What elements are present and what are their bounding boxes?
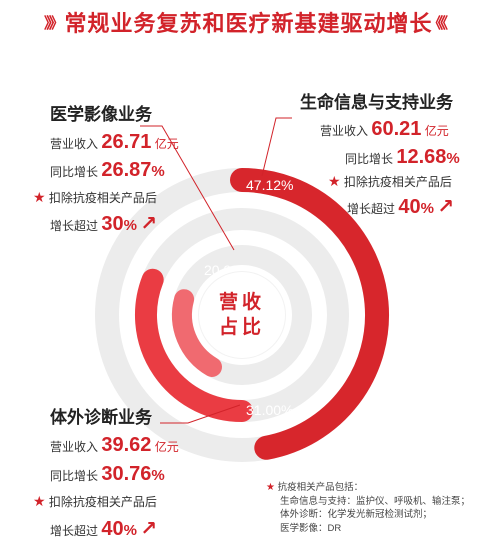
arc-label-life-support: 47.12% bbox=[246, 177, 294, 193]
revenue-unit: 亿元 bbox=[154, 137, 179, 151]
growth-unit: % bbox=[151, 467, 165, 484]
leader-line bbox=[160, 404, 241, 424]
excl-value: 40 bbox=[101, 518, 124, 540]
excl-row: ★ 扣除抗疫相关产品后 bbox=[33, 189, 157, 206]
growth-label: 同比增长 bbox=[50, 469, 99, 483]
growth-row: 同比增长 30.76% bbox=[50, 463, 165, 486]
center-label-line1: 营收 bbox=[218, 292, 265, 313]
revenue-value: 26.71 bbox=[101, 131, 152, 153]
up-arrow-icon: ↗ bbox=[437, 196, 455, 218]
star-icon: ★ bbox=[33, 493, 46, 509]
excl-label: 扣除抗疫相关产品后 bbox=[343, 175, 452, 189]
arc-label-ivd: 31.00% bbox=[246, 402, 294, 418]
growth-row: 同比增长 12.68% bbox=[345, 146, 460, 169]
revenue-label: 营业收入 bbox=[50, 440, 99, 454]
segment-title: 生命信息与支持业务 bbox=[300, 93, 453, 112]
excl-value-row: 增长超过 40% ↗ bbox=[347, 194, 454, 219]
revenue-row: 营业收入 60.21 亿元 bbox=[320, 118, 449, 141]
up-arrow-icon: ↗ bbox=[140, 213, 158, 235]
growth-row: 同比增长 26.87% bbox=[50, 159, 165, 182]
growth-label: 同比增长 bbox=[50, 165, 99, 179]
arc-series bbox=[135, 168, 389, 460]
growth-value: 12.68 bbox=[396, 146, 447, 168]
growth-unit: % bbox=[151, 163, 165, 180]
revenue-unit: 亿元 bbox=[424, 124, 449, 138]
revenue-label: 营业收入 bbox=[320, 124, 369, 138]
segment-block-imaging: 医学影像业务 bbox=[50, 100, 152, 125]
excl-prefix: 增长超过 bbox=[50, 524, 99, 538]
excl-label: 扣除抗疫相关产品后 bbox=[48, 191, 157, 205]
up-arrow-icon: ↗ bbox=[140, 518, 158, 540]
star-icon: ★ bbox=[33, 189, 46, 205]
excl-value-row: 增长超过 40% ↗ bbox=[50, 516, 157, 541]
leader-lines bbox=[140, 117, 292, 424]
segment-title: 医学影像业务 bbox=[50, 105, 152, 124]
leader-line bbox=[140, 125, 235, 251]
segment-title: 体外诊断业务 bbox=[50, 408, 152, 427]
revenue-row: 营业收入 39.62 亿元 bbox=[50, 434, 179, 457]
leader-line bbox=[261, 117, 292, 177]
footnote: ★ 抗疫相关产品包括： 生命信息与支持：监护仪、呼吸机、输注泵； 体外诊断：化学… bbox=[266, 481, 470, 535]
growth-unit: % bbox=[446, 150, 460, 167]
growth-label: 同比增长 bbox=[345, 152, 394, 166]
growth-value: 26.87 bbox=[101, 159, 152, 181]
revenue-unit: 亿元 bbox=[154, 440, 179, 454]
excl-unit: % bbox=[123, 522, 137, 539]
footnote-line: 医学影像：DR bbox=[280, 522, 342, 534]
footnote-line: 生命信息与支持：监护仪、呼吸机、输注泵； bbox=[280, 495, 471, 507]
excl-value: 30 bbox=[101, 213, 124, 235]
footnote-line: ★ 抗疫相关产品包括： bbox=[266, 481, 470, 495]
revenue-value: 39.62 bbox=[101, 434, 152, 456]
arc-life-support bbox=[230, 168, 389, 460]
excl-prefix: 增长超过 bbox=[50, 219, 99, 233]
footnote-heading: 抗疫相关产品包括： bbox=[277, 482, 364, 493]
excl-value: 40 bbox=[398, 196, 421, 218]
star-icon: ★ bbox=[266, 482, 275, 493]
arc-ivd bbox=[135, 268, 253, 422]
excl-label: 扣除抗疫相关产品后 bbox=[48, 495, 157, 509]
center-label: 营收 占比 bbox=[199, 272, 285, 358]
excl-row: ★ 扣除抗疫相关产品后 bbox=[328, 173, 452, 190]
growth-value: 30.76 bbox=[101, 463, 152, 485]
excl-prefix: 增长超过 bbox=[347, 202, 396, 216]
excl-unit: % bbox=[420, 200, 434, 217]
excl-row: ★ 扣除抗疫相关产品后 bbox=[33, 493, 157, 510]
star-icon: ★ bbox=[328, 173, 341, 189]
segment-block-life-support: 生命信息与支持业务 bbox=[300, 88, 453, 113]
footnote-line: 体外诊断：化学发光新冠检测试剂； bbox=[280, 509, 433, 520]
arc-imaging bbox=[172, 289, 222, 377]
revenue-value: 60.21 bbox=[371, 118, 422, 140]
excl-unit: % bbox=[123, 217, 137, 234]
segment-block-ivd: 体外诊断业务 bbox=[50, 403, 152, 428]
center-label-line2: 占比 bbox=[218, 317, 265, 338]
revenue-row: 营业收入 26.71 亿元 bbox=[50, 131, 179, 154]
excl-value-row: 增长超过 30% ↗ bbox=[50, 211, 157, 236]
page-title: 常规业务复苏和医疗新基建驱动增长 bbox=[64, 11, 433, 36]
revenue-label: 营业收入 bbox=[50, 137, 99, 151]
